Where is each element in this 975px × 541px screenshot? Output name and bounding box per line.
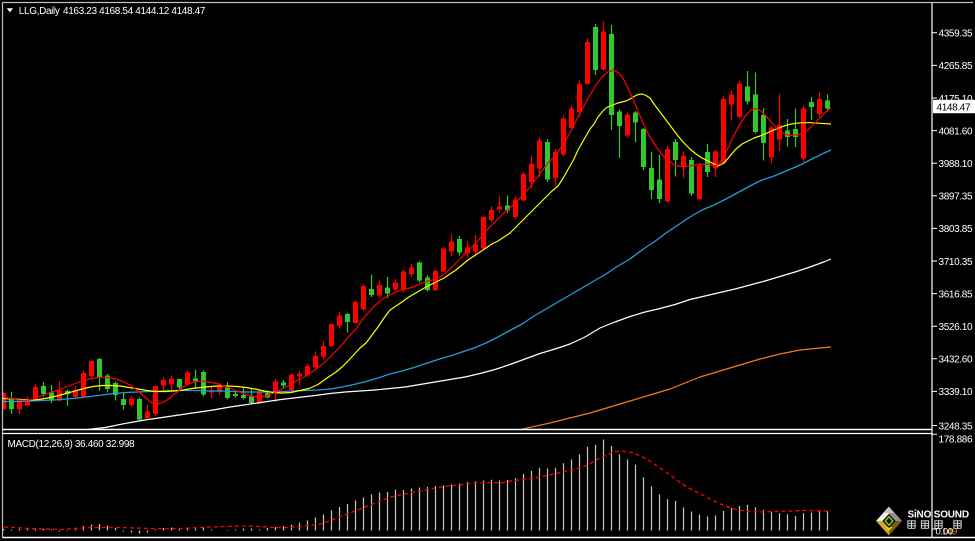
svg-text:LLG,Daily: LLG,Daily: [19, 6, 60, 17]
svg-text:3339.10: 3339.10: [939, 387, 973, 398]
svg-text:SiNO SOUND: SiNO SOUND: [908, 509, 969, 520]
svg-text:149: 149: [942, 526, 957, 537]
svg-text:3897.35: 3897.35: [939, 192, 973, 203]
svg-text:4175.10: 4175.10: [939, 94, 973, 105]
svg-text:0.00: 0.00: [936, 526, 953, 537]
svg-text:3988.10: 3988.10: [939, 159, 973, 170]
svg-text:3432.60: 3432.60: [939, 355, 973, 366]
svg-text:3248.35: 3248.35: [939, 421, 973, 432]
svg-text:3803.85: 3803.85: [939, 224, 973, 235]
svg-text:4359.35: 4359.35: [939, 29, 973, 40]
svg-text:4163.23 4168.54 4144.12 4148.4: 4163.23 4168.54 4144.12 4148.47: [63, 6, 206, 17]
svg-text:4081.60: 4081.60: [939, 126, 973, 137]
svg-text:178.886: 178.886: [939, 434, 973, 445]
svg-text:3526.10: 3526.10: [939, 322, 973, 333]
svg-text:4148.47: 4148.47: [937, 102, 971, 113]
svg-text:4265.85: 4265.85: [939, 61, 973, 72]
svg-text:MACD(12,26,9) 36.460 32.998: MACD(12,26,9) 36.460 32.998: [8, 439, 136, 450]
svg-text:3710.35: 3710.35: [939, 257, 973, 268]
svg-text:3616.85: 3616.85: [939, 289, 973, 300]
